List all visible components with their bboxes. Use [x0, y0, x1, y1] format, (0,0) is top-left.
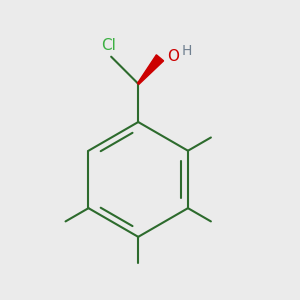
Polygon shape	[137, 55, 164, 84]
Text: H: H	[182, 44, 192, 58]
Text: Cl: Cl	[101, 38, 116, 53]
Text: O: O	[167, 49, 179, 64]
